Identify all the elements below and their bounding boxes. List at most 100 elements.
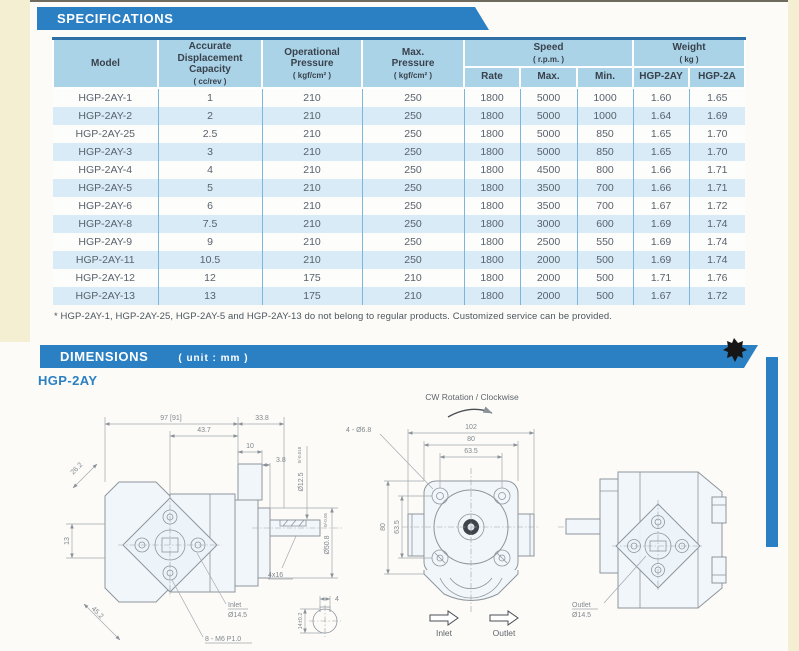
dimensions-title: DIMENSIONS xyxy=(60,349,149,364)
header-weight-group: Weight( kg ) xyxy=(632,37,747,68)
table-cell: 1.67 xyxy=(633,196,690,215)
dim-pilot-dia-tol: 0/-0.05 xyxy=(323,513,328,528)
table-cell: 210 xyxy=(262,196,363,215)
dim-front-length: 33.8 xyxy=(255,415,269,422)
dim-height-holes: 63.5 xyxy=(394,520,401,534)
photo-left-edge xyxy=(0,0,30,342)
table-row: HGP-2AY-12 12 175 210 1800 2000 500 1.71 1.76 xyxy=(53,268,746,287)
table-row: HGP-2AY-25 2.5 210 250 1800 5000 850 1.65 1.70 xyxy=(53,124,746,143)
table-cell: 1000 xyxy=(577,106,634,125)
table-cell: HGP-2AY-4 xyxy=(53,160,159,179)
specifications-title: SPECIFICATIONS xyxy=(57,11,174,26)
table-cell: 250 xyxy=(362,214,465,233)
header-model: Model xyxy=(52,37,159,89)
table-cell: 4500 xyxy=(520,160,578,179)
table-cell: 1.74 xyxy=(707,217,728,230)
table-cell: 1800 xyxy=(464,87,521,107)
table-cell: 1800 xyxy=(464,196,521,215)
table-cell: 500 xyxy=(577,286,634,305)
table-cell: 800 xyxy=(577,160,634,179)
table-cell: 250 xyxy=(362,106,465,125)
table-cell: 850 xyxy=(577,124,634,143)
table-cell: 9 xyxy=(158,232,263,251)
right-accent-strip xyxy=(766,357,778,547)
table-cell: HGP-2AY-1 xyxy=(53,87,159,107)
specifications-table: Model Accurate Displacement Capacity( cc… xyxy=(52,37,747,305)
table-cell: 1800 xyxy=(464,214,521,233)
table-row: HGP-2AY-5 5 210 250 1800 3500 700 1.66 1.71 xyxy=(53,178,746,197)
table-cell: 1.71 xyxy=(707,181,728,194)
table-cell: 3 xyxy=(158,142,263,161)
dim-key-size: 4x16 xyxy=(268,572,283,579)
table-cell: 1.67 xyxy=(633,286,690,305)
table-cell: 2500 xyxy=(520,232,578,251)
table-cell: 2000 xyxy=(520,268,578,287)
table-cell: HGP-2AY-12 xyxy=(53,268,159,287)
table-cell: 5000 xyxy=(520,87,578,107)
table-cell: 250 xyxy=(362,178,465,197)
table-cell: 1800 xyxy=(464,160,521,179)
header-speed-group: Speed( r.p.m. ) xyxy=(462,37,635,68)
table-cell: 175 xyxy=(262,268,363,287)
outlet-port-dia: Ø14.5 xyxy=(572,612,591,619)
header-weight-hgp2a: HGP-2A xyxy=(688,65,747,89)
table-cell: 1800 xyxy=(464,286,521,305)
table-cell: 1.65 xyxy=(633,124,690,143)
table-cell: 500 xyxy=(577,268,634,287)
dim-width-overall: 102 xyxy=(465,424,477,431)
technical-drawings: 97 [91] 33.8 43.7 10 3.8 26.2 Ø12.5 0/-0… xyxy=(64,392,727,644)
table-cell: 210 xyxy=(262,250,363,269)
inlet-port-label: Inlet xyxy=(228,602,241,609)
photo-top-edge xyxy=(30,0,799,2)
specifications-header-bar: SPECIFICATIONS xyxy=(37,7,489,30)
dim-shaft-dia: Ø12.5 xyxy=(298,472,305,491)
table-cell: 5000 xyxy=(520,124,578,143)
table-cell: 3000 xyxy=(520,214,578,233)
table-row: HGP-2AY-4 4 210 250 1800 4500 800 1.66 1.71 xyxy=(53,160,746,179)
table-cell: 1.65 xyxy=(707,91,728,104)
table-cell: 1.60 xyxy=(633,87,690,107)
dim-pilot-dia: Ø50.8 xyxy=(324,535,331,554)
header-weight-hgp2ay: HGP-2AY xyxy=(632,65,691,89)
dim-offset-13: 13 xyxy=(64,537,71,545)
header-operational-pressure: Operational Pressure( kgf/cm² ) xyxy=(261,37,363,89)
table-cell: 210 xyxy=(262,142,363,161)
table-row: HGP-2AY-9 9 210 250 1800 2500 550 1.69 1.74 xyxy=(53,232,746,251)
table-cell: 2.5 xyxy=(158,124,263,143)
table-cell: 250 xyxy=(362,232,465,251)
table-cell: 1.74 xyxy=(707,253,728,266)
table-cell: 210 xyxy=(362,268,465,287)
photo-right-edge xyxy=(788,0,799,651)
table-cell: 250 xyxy=(362,87,465,107)
spec-table-rows: HGP-2AY-1 1 210 250 1800 5000 1000 1.60 1.65 HGP-… xyxy=(53,87,746,305)
table-row: HGP-2AY-1 1 210 250 1800 5000 1000 1.60 1.65 xyxy=(53,87,746,107)
table-cell: 12 xyxy=(158,268,263,287)
table-cell: 600 xyxy=(577,214,634,233)
table-cell: 210 xyxy=(262,178,363,197)
table-row: HGP-2AY-6 6 210 250 1800 3500 700 1.67 1.72 xyxy=(53,196,746,215)
side-view-right-drawing: Outlet Ø14.5 xyxy=(558,471,727,619)
table-cell: 1.66 xyxy=(633,160,690,179)
table-cell: HGP-2AY-11 xyxy=(53,250,159,269)
table-cell: 2000 xyxy=(520,250,578,269)
table-cell: 1 xyxy=(158,87,263,107)
table-cell: 5000 xyxy=(520,142,578,161)
table-cell: 1.71 xyxy=(633,268,690,287)
inlet-arrow-label: Inlet xyxy=(436,628,453,638)
table-cell: 1000 xyxy=(577,87,634,107)
header-speed-rate: Rate xyxy=(463,65,521,89)
table-cell: 5 xyxy=(158,178,263,197)
dim-height-flange: 80 xyxy=(380,523,387,531)
table-cell: 250 xyxy=(362,142,465,161)
table-cell: 1.74 xyxy=(707,235,728,248)
table-row: HGP-2AY-13 13 175 210 1800 2000 500 1.67 1.72 xyxy=(53,286,746,305)
side-view-left-drawing: 97 [91] 33.8 43.7 10 3.8 26.2 Ø12.5 0/-0… xyxy=(64,415,344,644)
front-view-drawing: CW Rotation / Clockwise xyxy=(346,392,540,638)
dim-mount-holes: 8 - M6 P1.0 xyxy=(205,636,241,643)
table-cell: 1.76 xyxy=(707,271,728,284)
table-cell: HGP-2AY-6 xyxy=(53,196,159,215)
table-cell: HGP-2AY-25 xyxy=(53,124,159,143)
dim-step: 3.8 xyxy=(276,457,286,464)
table-cell: HGP-2AY-3 xyxy=(53,142,159,161)
